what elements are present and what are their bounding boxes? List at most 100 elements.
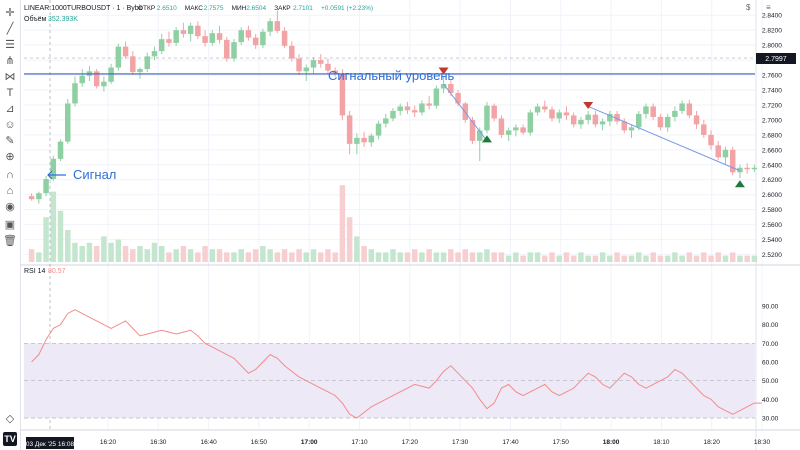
volume-bar [267,249,273,262]
volume-bar [238,249,244,262]
candle-body [527,112,534,133]
pitchfork-icon[interactable]: ⋔ [5,55,15,67]
eye-icon[interactable]: ◉ [5,201,15,213]
price-tick: 2.5200 [762,252,782,259]
candle-body [361,137,367,143]
volume-bar [166,252,172,262]
lock-drawings-icon[interactable]: ⌂ [6,185,14,197]
candle-body [310,60,317,68]
candle-body [65,103,71,142]
pattern-icon[interactable]: ⋈ [4,71,16,83]
trend-line[interactable] [587,105,741,172]
time-tick: 17:10 [351,439,368,446]
candle-body [252,37,259,46]
time-tick: 17:50 [553,439,570,446]
candle-body [592,114,599,125]
ohlc-label: МАКС [185,5,203,12]
volume-bar [455,252,461,262]
menu-button[interactable]: ≡ [766,3,771,12]
volume-bar [325,249,331,262]
volume-bar [650,252,656,262]
candle-body [144,56,151,70]
measure-icon[interactable]: ⊿ [5,103,15,115]
volume-bar [173,249,179,262]
ohlc-value: 2.6504 [246,5,266,12]
candle-body [317,60,324,64]
candle-body [72,83,78,104]
crosshair-icon[interactable]: ✛ [5,7,15,19]
candle-body [368,135,375,143]
candle-body [108,67,114,82]
volume-bar [469,252,476,262]
volume-bar [202,246,208,262]
buy-marker [734,180,745,188]
candle-body [50,158,57,179]
candle-body [549,109,555,119]
candle-body [404,106,411,111]
magnet-icon[interactable]: ∩ [6,169,14,181]
volume-bar [542,255,548,262]
trend-lines[interactable] [443,83,741,172]
volume-bar [289,252,295,262]
trend-line[interactable] [443,83,488,142]
candle-body [36,193,42,200]
volume-bar [72,242,78,262]
candle-body [556,112,562,119]
volume-bar [715,252,721,262]
candle-body [542,106,548,110]
volume-bar [224,252,230,262]
trash-icon[interactable]: 🗑 [3,235,17,247]
lock-icon[interactable]: ▣ [4,219,16,231]
candle-body [484,105,490,131]
buy-marker [481,135,492,143]
smile-icon[interactable]: ☺ [4,119,16,131]
candle-body [166,39,172,43]
candle-body [737,167,743,173]
candle-body [513,127,519,131]
text-icon[interactable]: T [6,87,14,99]
brush-icon[interactable]: ✎ [5,135,15,147]
zoom-icon[interactable]: ⊕ [5,151,15,163]
drawing-toolbar: ✛ ╱ ☰ ⋔ ⋈ T ⊿ ☺ ✎ ⊕ ∩ ⌂ ◉ ▣ 🗑 ◇ TV [0,0,21,450]
volume-bar [50,191,57,262]
volume-bar [361,246,367,262]
ohlc-value: 2.6510 [157,5,177,12]
time-tick: 16:20 [100,439,117,446]
candle-body [383,118,389,124]
currency-button[interactable]: $ [746,3,751,12]
volume-bar [679,255,685,262]
time-tick: 16:50 [251,439,268,446]
volume-bar [498,252,505,262]
volume-bar [556,255,562,262]
candle-body [274,21,281,31]
volume-bar [375,252,382,262]
candle-body [187,25,194,34]
volume-bar [708,255,714,262]
volume-bar [216,249,223,262]
candle-body [440,84,447,89]
rsi-label: RSI 14 [24,268,46,275]
candle-body [715,145,721,158]
current-price-badge: 2.7997 [756,53,796,64]
candle-body [267,21,273,32]
volume-bar [635,252,642,262]
horizontal-lines-icon[interactable]: ☰ [5,39,15,51]
time-tick: 17:00 [301,439,318,446]
candle-body [224,39,230,59]
volume-bar [122,246,129,262]
current-price-value: 2.7997 [765,56,787,63]
volume-bar [57,210,64,262]
chart-area[interactable]: 2.84002.82002.80002.78002.76002.74002.72… [20,0,800,450]
trend-line-icon[interactable]: ╱ [6,23,14,35]
price-tick: 2.5800 [762,207,782,214]
volume-value: 352.393K [48,16,78,23]
favorite-icon[interactable]: ◇ [5,413,15,425]
volume-bar [701,252,707,262]
axes: 2.84002.82002.80002.78002.76002.74002.72… [100,13,782,446]
rsi-tick: 80.00 [762,322,779,329]
volume-bar [390,249,396,262]
candle-body [563,112,570,116]
time-tick: 17:40 [502,439,519,446]
candle-body [137,69,143,73]
candle-body [722,149,729,158]
